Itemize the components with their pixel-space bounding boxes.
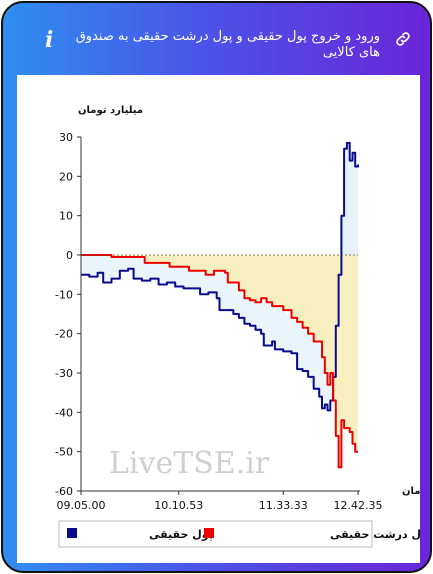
y-tick-label: -30: [55, 367, 73, 380]
y-tick-label: -40: [55, 406, 73, 419]
x-tick-label: 10.10.53: [154, 499, 203, 512]
y-tick-label: -10: [55, 288, 73, 301]
info-icon[interactable]: i: [45, 27, 54, 53]
y-tick-label: 30: [59, 131, 73, 144]
area-real-money-positive: [81, 142, 358, 255]
series-lines: [81, 141, 359, 469]
y-tick-label: 20: [59, 170, 73, 183]
x-axis-label: زمان: [402, 486, 420, 497]
legend-swatch: [67, 528, 77, 538]
y-tick-label: -50: [55, 446, 73, 459]
y-tick-label: -20: [55, 328, 73, 341]
area-between-series: [81, 255, 336, 436]
series-line-real-money: [81, 141, 359, 412]
y-tick-label: 10: [59, 210, 73, 223]
chart-panel: 30 20 10 0 -10 -20 -30 -40 -50 -60 09.05.00 10.10.5…: [17, 75, 420, 563]
legend-label: پول درشت حقیقی: [330, 528, 420, 541]
link-icon[interactable]: [394, 30, 412, 48]
card-header: ورود و خروج پول حقیقی و پول درشت حقیقی ب…: [3, 3, 430, 75]
y-axis-label: میلیارد تومان: [78, 105, 143, 116]
series-line-big-real-money: [81, 254, 358, 469]
x-tick-label: 11.33.33: [259, 499, 308, 512]
card-title: ورود و خروج پول حقیقی و پول درشت حقیقی ب…: [75, 29, 380, 60]
x-tick-label: 12.42.35: [334, 499, 383, 512]
legend-swatch: [204, 528, 214, 538]
legend-box: [58, 520, 373, 548]
y-tick-label: -60: [55, 485, 73, 498]
y-tick-label: 0: [66, 249, 73, 262]
legend: پول حقیقی پول درشت حقیقی: [58, 520, 420, 548]
legend-label: پول حقیقی: [149, 528, 213, 541]
watermark: LiveTSE.ir: [109, 446, 270, 481]
area-big-real-money: [81, 255, 358, 468]
area-fills: [81, 142, 358, 468]
x-tick-label: 09.05.00: [57, 499, 106, 512]
